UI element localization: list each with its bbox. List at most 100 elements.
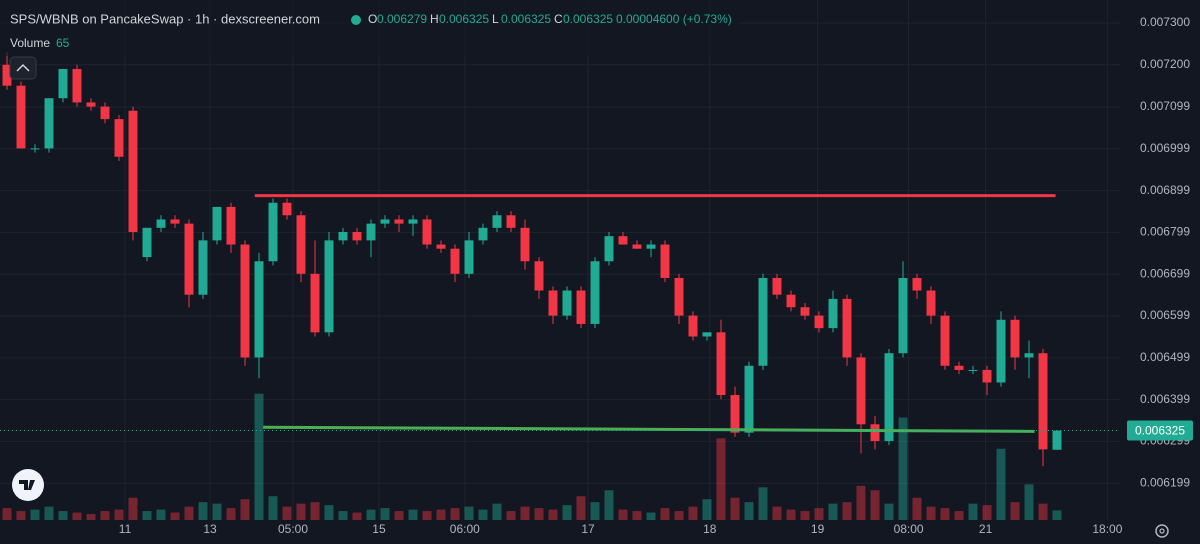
volume-bar — [744, 502, 754, 520]
candle-body — [576, 290, 586, 324]
volume-value: 65 — [56, 36, 70, 50]
candle-body — [268, 202, 278, 262]
candle-body — [954, 365, 964, 370]
volume-bar — [1024, 484, 1034, 520]
candle-body — [212, 206, 222, 241]
volume-bar — [296, 503, 306, 520]
candle-body — [534, 261, 544, 291]
candle-body — [702, 332, 712, 337]
chart-title: SPS/WBNB on PancakeSwap · 1h · dexscreen… — [10, 11, 320, 26]
volume-bar — [226, 508, 236, 520]
candle-body — [142, 227, 152, 258]
volume-bar — [198, 502, 208, 520]
candle-body — [604, 236, 614, 262]
volume-bar — [212, 503, 222, 520]
volume-bar — [688, 506, 698, 520]
trend-line — [263, 425, 1035, 433]
candle-body — [968, 369, 978, 371]
volume-bar — [1052, 510, 1062, 520]
volume-pane — [2, 393, 1062, 520]
y-tick-label: 0.006799 — [1140, 225, 1190, 239]
candle-body — [1010, 319, 1020, 358]
volume-bar — [1010, 502, 1020, 520]
volume-bar — [674, 511, 684, 520]
candle-body — [254, 261, 264, 358]
volume-bar — [898, 417, 908, 520]
candle-body — [590, 261, 600, 324]
volume-bar — [520, 506, 530, 520]
candle-body — [310, 273, 320, 333]
y-tick-label: 0.006999 — [1140, 141, 1190, 155]
volume-bar — [324, 505, 334, 520]
ohlc-header: O 0.006279 H 0.006325 L 0.006325 C 0.006325 0.00… — [368, 12, 732, 26]
volume-bar — [996, 448, 1006, 520]
candle-body — [982, 369, 992, 383]
volume-bar — [912, 497, 922, 520]
volume-bar — [184, 506, 194, 520]
volume-bar — [156, 509, 166, 520]
candle-body — [44, 98, 54, 149]
x-tick-label: 18 — [703, 522, 717, 536]
volume-bar — [982, 505, 992, 520]
ohlc-key: C — [554, 12, 563, 26]
x-tick-label: 13 — [203, 522, 217, 536]
candle-body — [128, 110, 138, 232]
volume-bar — [380, 508, 390, 520]
volume-bar — [72, 512, 82, 520]
candle-body — [688, 315, 698, 337]
volume-bar — [716, 438, 726, 520]
candle-body — [520, 227, 530, 262]
overlays: 0.006325 — [0, 194, 1193, 441]
y-tick-label: 0.006899 — [1140, 183, 1190, 197]
candle-body — [492, 215, 502, 228]
candle-body — [436, 244, 446, 249]
volume-label: Volume — [10, 36, 50, 50]
status-dot — [351, 15, 361, 25]
ohlc-key: O — [368, 12, 377, 26]
volume-bar — [954, 511, 964, 520]
candle-body — [1052, 430, 1062, 450]
candle-body — [478, 227, 488, 241]
volume-bar — [478, 509, 488, 520]
tv-logo[interactable] — [12, 469, 44, 501]
candle-body — [156, 219, 166, 228]
x-tick-label: 21 — [979, 522, 993, 536]
candle-body — [674, 277, 684, 316]
candle-body — [856, 357, 866, 425]
candle-body — [2, 64, 12, 86]
x-tick-label: 08:00 — [894, 522, 924, 536]
candle-body — [660, 244, 670, 278]
volume-bar — [352, 512, 362, 520]
settings-icon[interactable] — [1155, 524, 1169, 538]
candle-body — [996, 319, 1006, 383]
y-tick-label: 0.007200 — [1140, 57, 1190, 71]
candle-body — [646, 244, 656, 249]
candle-body — [814, 315, 824, 329]
candle-body — [730, 395, 740, 433]
volume-bar — [702, 499, 712, 520]
volume-bar — [632, 511, 642, 520]
volume-bar — [758, 487, 768, 520]
ohlc-value: 0.006325 — [439, 12, 489, 26]
x-tick-label: 05:00 — [278, 522, 308, 536]
candle-body — [884, 353, 894, 441]
volume-bar — [58, 511, 68, 520]
volume-bar — [772, 506, 782, 520]
x-tick-label: 18:00 — [1092, 522, 1122, 536]
volume-bar — [618, 509, 628, 520]
candle-body — [16, 85, 26, 149]
candle-body — [394, 219, 404, 224]
y-tick-label: 0.006699 — [1140, 266, 1190, 280]
candle-body — [72, 68, 82, 103]
candle-body — [198, 240, 208, 295]
candle-body — [842, 298, 852, 358]
candle-body — [282, 202, 292, 216]
collapse-button[interactable] — [9, 56, 37, 80]
volume-bar — [884, 503, 894, 520]
candle-body — [898, 277, 908, 354]
candle-body — [324, 240, 334, 333]
candle-body — [338, 231, 348, 241]
volume-bar — [940, 508, 950, 520]
candle-body — [772, 277, 782, 295]
